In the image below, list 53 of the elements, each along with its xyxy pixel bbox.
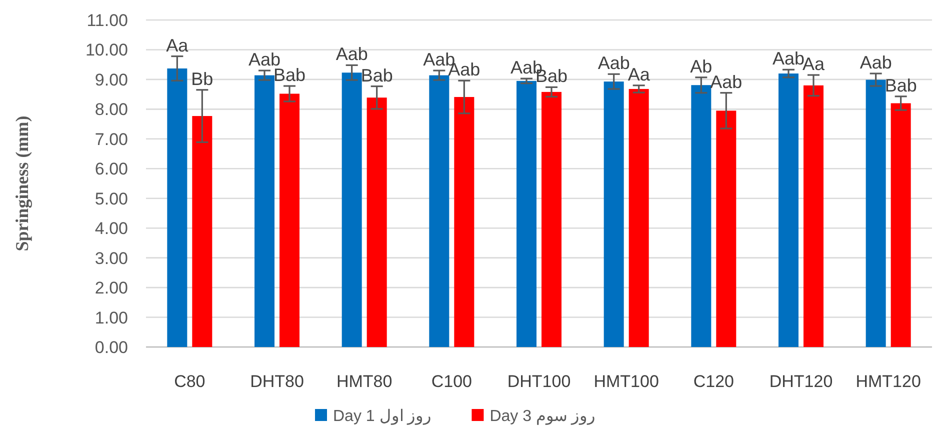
bar — [604, 82, 624, 347]
bar — [280, 94, 300, 347]
y-tick-label: 10.00 — [85, 40, 128, 60]
data-label: Ab — [690, 56, 712, 76]
y-tick-label: 2.00 — [94, 278, 128, 298]
bar — [192, 116, 212, 347]
x-tick-label: C120 — [693, 372, 734, 391]
y-tick-label: 9.00 — [94, 70, 128, 90]
bar — [628, 88, 649, 347]
x-tick-label: HMT100 — [594, 372, 659, 391]
bar — [516, 80, 536, 347]
data-label: Aab — [336, 44, 368, 64]
data-label: Bb — [191, 68, 214, 89]
y-tick-label: 7.00 — [94, 130, 128, 149]
x-tick-label: DHT100 — [507, 372, 571, 391]
x-tick-label: HMT80 — [336, 372, 392, 391]
data-label: Aab — [598, 53, 630, 74]
data-label: Bab — [360, 65, 393, 86]
data-label: Aa — [628, 64, 651, 84]
bar — [691, 85, 712, 347]
data-label: Aa — [166, 35, 190, 56]
data-label: Aab — [710, 72, 742, 92]
x-tick-label: DHT80 — [250, 372, 304, 391]
bar — [804, 85, 824, 347]
y-tick-label: 4.00 — [94, 219, 128, 238]
y-tick-label: 11.00 — [86, 11, 128, 30]
y-tick-label: 0.00 — [94, 338, 128, 357]
x-tick-label: HMT120 — [856, 372, 921, 391]
y-tick-label: 8.00 — [94, 100, 128, 120]
x-tick-label: DHT120 — [769, 372, 833, 391]
data-label: Bab — [884, 75, 917, 96]
bar — [254, 75, 274, 347]
bar — [454, 96, 474, 347]
bar — [716, 110, 736, 347]
bar — [542, 92, 562, 347]
y-tick-label: 3.00 — [94, 248, 128, 268]
legend-label: Day 1 روز اول — [333, 408, 432, 425]
y-tick-label: 6.00 — [94, 160, 128, 179]
x-tick-label: C100 — [431, 372, 472, 391]
data-label: Aab — [860, 52, 892, 73]
y-tick-label: 5.00 — [94, 189, 128, 208]
bar — [890, 103, 911, 347]
x-tick-label: C80 — [174, 372, 206, 391]
bar — [778, 74, 798, 347]
y-axis-title: Springiness (mm) — [12, 116, 32, 252]
bar — [167, 68, 188, 347]
data-label: Aa — [802, 54, 826, 74]
bar — [429, 75, 450, 347]
bar — [366, 98, 387, 347]
y-tick-label: 1.00 — [94, 308, 128, 328]
bar — [866, 80, 886, 347]
legend-label: Day 3 روز سوم — [490, 408, 596, 425]
bar — [342, 72, 362, 347]
